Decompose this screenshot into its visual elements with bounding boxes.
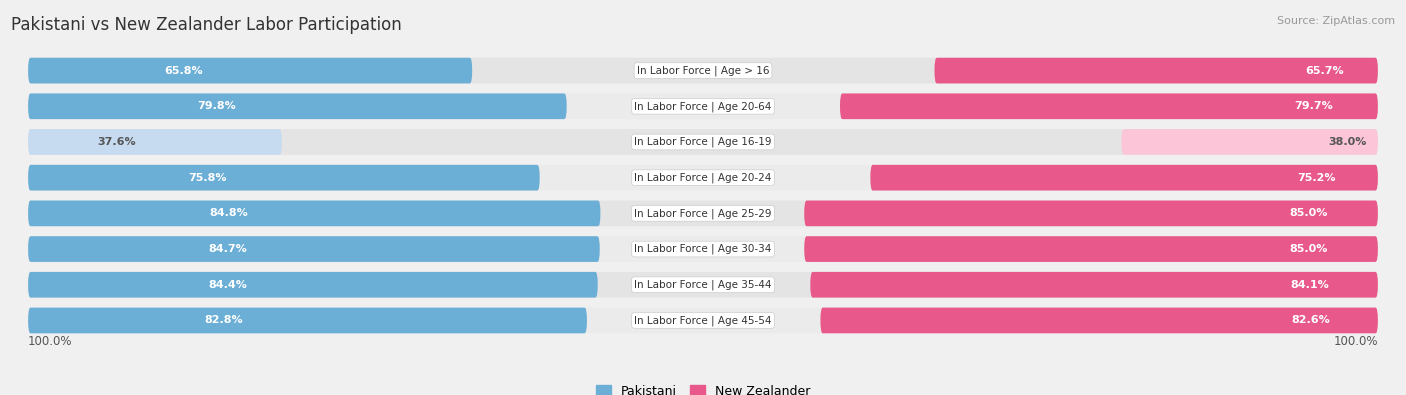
Text: In Labor Force | Age 25-29: In Labor Force | Age 25-29 [634,208,772,218]
FancyBboxPatch shape [28,201,1378,226]
FancyBboxPatch shape [839,94,1378,119]
FancyBboxPatch shape [1122,129,1378,155]
FancyBboxPatch shape [28,201,600,226]
FancyBboxPatch shape [935,58,1378,83]
FancyBboxPatch shape [28,272,598,297]
Text: 84.7%: 84.7% [209,244,247,254]
FancyBboxPatch shape [28,129,281,155]
FancyBboxPatch shape [28,94,1378,119]
Text: In Labor Force | Age 20-64: In Labor Force | Age 20-64 [634,101,772,111]
FancyBboxPatch shape [28,58,472,83]
Text: 79.8%: 79.8% [197,101,236,111]
FancyBboxPatch shape [804,236,1378,262]
Text: 85.0%: 85.0% [1289,209,1329,218]
FancyBboxPatch shape [28,129,1378,155]
FancyBboxPatch shape [28,58,1378,83]
FancyBboxPatch shape [28,308,1378,333]
FancyBboxPatch shape [870,165,1378,190]
Text: 75.2%: 75.2% [1298,173,1336,182]
FancyBboxPatch shape [28,272,1378,297]
Text: 38.0%: 38.0% [1327,137,1367,147]
Text: 84.4%: 84.4% [208,280,247,290]
Text: 65.8%: 65.8% [165,66,202,75]
Text: 75.8%: 75.8% [188,173,226,182]
Text: 82.8%: 82.8% [204,316,243,325]
Text: In Labor Force | Age 20-24: In Labor Force | Age 20-24 [634,173,772,183]
Text: 65.7%: 65.7% [1305,66,1344,75]
Legend: Pakistani, New Zealander: Pakistani, New Zealander [591,380,815,395]
FancyBboxPatch shape [810,272,1378,297]
FancyBboxPatch shape [28,165,540,190]
Text: Pakistani vs New Zealander Labor Participation: Pakistani vs New Zealander Labor Partici… [11,16,402,34]
FancyBboxPatch shape [821,308,1378,333]
FancyBboxPatch shape [28,308,586,333]
Text: 84.8%: 84.8% [209,209,247,218]
FancyBboxPatch shape [28,236,1378,262]
FancyBboxPatch shape [28,94,567,119]
FancyBboxPatch shape [28,236,600,262]
Text: In Labor Force | Age 35-44: In Labor Force | Age 35-44 [634,280,772,290]
Text: 85.0%: 85.0% [1289,244,1329,254]
Text: 100.0%: 100.0% [1333,335,1378,348]
Text: 84.1%: 84.1% [1291,280,1329,290]
Text: In Labor Force | Age 45-54: In Labor Force | Age 45-54 [634,315,772,326]
Text: 79.7%: 79.7% [1294,101,1333,111]
Text: 82.6%: 82.6% [1292,316,1330,325]
FancyBboxPatch shape [804,201,1378,226]
FancyBboxPatch shape [28,165,1378,190]
Text: Source: ZipAtlas.com: Source: ZipAtlas.com [1277,16,1395,26]
Text: 37.6%: 37.6% [97,137,136,147]
Text: 100.0%: 100.0% [28,335,73,348]
Text: In Labor Force | Age 30-34: In Labor Force | Age 30-34 [634,244,772,254]
Text: In Labor Force | Age 16-19: In Labor Force | Age 16-19 [634,137,772,147]
Text: In Labor Force | Age > 16: In Labor Force | Age > 16 [637,65,769,76]
